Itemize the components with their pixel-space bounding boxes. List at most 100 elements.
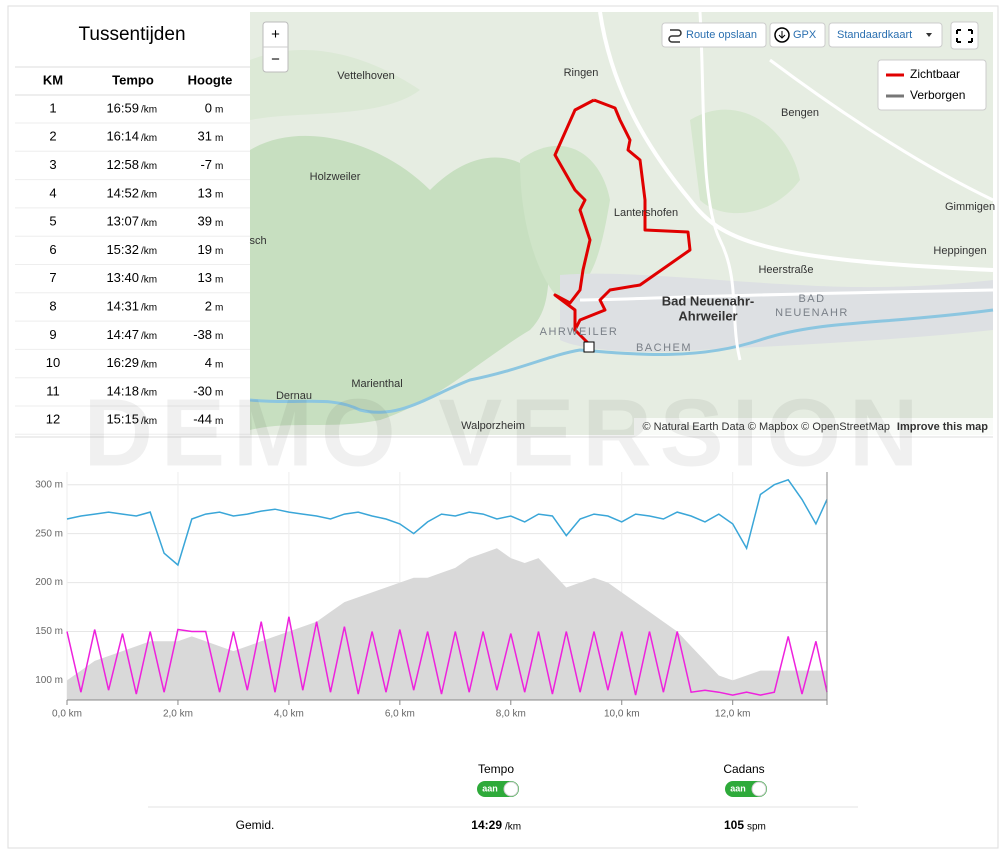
- y-tick-label: 200 m: [35, 577, 63, 588]
- avg-cadence: 105: [724, 818, 744, 832]
- place-label: Walporzheim: [461, 420, 525, 432]
- split-tempo: 15:32: [106, 242, 139, 257]
- split-height: 2: [205, 299, 212, 314]
- row-label: Gemid.: [236, 818, 275, 832]
- split-height: 31: [198, 129, 212, 144]
- split-height-unit: m: [215, 133, 223, 144]
- place-label: Holzweiler: [310, 171, 361, 183]
- split-tempo-unit: /km: [141, 303, 157, 314]
- split-tempo: 16:14: [106, 129, 139, 144]
- split-height: 19: [198, 242, 212, 257]
- stat-header: Cadans: [723, 762, 764, 776]
- map-button[interactable]: Standaardkaart: [837, 29, 912, 41]
- split-km: 5: [49, 214, 56, 229]
- map-button[interactable]: Route opslaan: [686, 29, 757, 41]
- split-km: 11: [46, 383, 60, 398]
- split-km: 6: [49, 242, 56, 257]
- column-header: Tempo: [112, 72, 154, 87]
- split-km: 8: [49, 299, 56, 314]
- split-km: 4: [49, 185, 56, 200]
- split-tempo: 14:18: [106, 383, 139, 398]
- place-label: BAD: [798, 293, 825, 305]
- place-label: AHRWEILER: [540, 326, 619, 338]
- split-km: 10: [46, 355, 60, 370]
- split-km: 9: [49, 327, 56, 342]
- place-label: BACHEM: [636, 342, 692, 354]
- panel-title: Tussentijden: [78, 24, 185, 45]
- split-height-unit: m: [215, 388, 223, 399]
- split-height: -30: [193, 383, 212, 398]
- avg-tempo-unit: /km: [505, 822, 521, 833]
- zoom-out[interactable]: −: [271, 51, 280, 68]
- split-height: 39: [198, 214, 212, 229]
- place-label: Marienthal: [351, 378, 402, 390]
- line: [66, 616, 828, 696]
- watermark: DEMO VERSION: [84, 379, 927, 486]
- split-height: 4: [205, 355, 212, 370]
- avg-cadence-unit: spm: [747, 822, 766, 833]
- toggle-knob: [751, 781, 767, 797]
- place-label: Heerstraße: [758, 264, 813, 276]
- split-height-unit: m: [215, 331, 223, 342]
- place-label: Ringen: [564, 67, 599, 79]
- split-height-unit: m: [215, 190, 223, 201]
- line: [66, 478, 828, 567]
- split-height-unit: m: [215, 105, 223, 116]
- split-height: -7: [200, 157, 212, 172]
- x-tick-label: 10,0 km: [604, 709, 640, 720]
- split-tempo: 13:40: [106, 270, 139, 285]
- split-height: 13: [198, 270, 212, 285]
- legend-label: Verborgen: [910, 88, 965, 102]
- split-height: -44: [193, 412, 212, 427]
- split-height-unit: m: [215, 161, 223, 172]
- split-tempo: 13:07: [106, 214, 139, 229]
- split-km: 1: [49, 100, 56, 115]
- split-km: 12: [46, 412, 60, 427]
- split-height: 13: [198, 185, 212, 200]
- split-tempo-unit: /km: [141, 161, 157, 172]
- split-tempo: 16:59: [106, 100, 139, 115]
- map-button[interactable]: GPX: [793, 29, 817, 41]
- split-tempo-unit: /km: [141, 218, 157, 229]
- split-tempo-unit: /km: [141, 416, 157, 427]
- place-label: Vettelhoven: [337, 70, 395, 82]
- attribution: © Natural Earth Data © Mapbox © OpenStre…: [643, 421, 890, 433]
- improve-link[interactable]: Improve this map: [897, 421, 988, 433]
- toggle-label: aan: [482, 783, 498, 793]
- place-label: Dernau: [276, 390, 312, 402]
- split-km: 3: [49, 157, 56, 172]
- split-height-unit: m: [215, 416, 223, 427]
- avg-tempo: 14:29: [471, 818, 502, 832]
- place-label: Ahrweiler: [678, 308, 737, 323]
- split-tempo-unit: /km: [141, 190, 157, 201]
- place-label: Bengen: [781, 107, 819, 119]
- legend-label: Zichtbaar: [910, 67, 960, 81]
- place-label: Bad Neuenahr-: [662, 293, 754, 308]
- toggle-knob: [503, 781, 519, 797]
- y-tick-label: 100 m: [35, 675, 63, 686]
- map: [249, 11, 994, 435]
- place-label: NEUENAHR: [775, 307, 849, 319]
- y-tick-label: 150 m: [35, 626, 63, 637]
- split-tempo-unit: /km: [141, 359, 157, 370]
- column-header: Hoogte: [188, 72, 233, 87]
- place-label: Gimmigen: [945, 201, 995, 213]
- split-tempo-unit: /km: [141, 331, 157, 342]
- place-label: Lantershofen: [614, 207, 678, 219]
- split-km: 2: [49, 129, 56, 144]
- split-height: -38: [193, 327, 212, 342]
- split-tempo-unit: /km: [141, 246, 157, 257]
- split-height-unit: m: [215, 359, 223, 370]
- y-tick-label: 250 m: [35, 528, 63, 539]
- split-tempo: 16:29: [106, 355, 139, 370]
- splits-panel: [15, 12, 250, 435]
- zoom-in[interactable]: +: [271, 26, 280, 43]
- split-tempo: 14:52: [106, 185, 139, 200]
- x-tick-label: 2,0 km: [163, 709, 193, 720]
- column-header: KM: [43, 72, 63, 87]
- split-tempo-unit: /km: [141, 133, 157, 144]
- split-tempo: 15:15: [106, 412, 139, 427]
- split-tempo-unit: /km: [141, 105, 157, 116]
- split-height-unit: m: [215, 246, 223, 257]
